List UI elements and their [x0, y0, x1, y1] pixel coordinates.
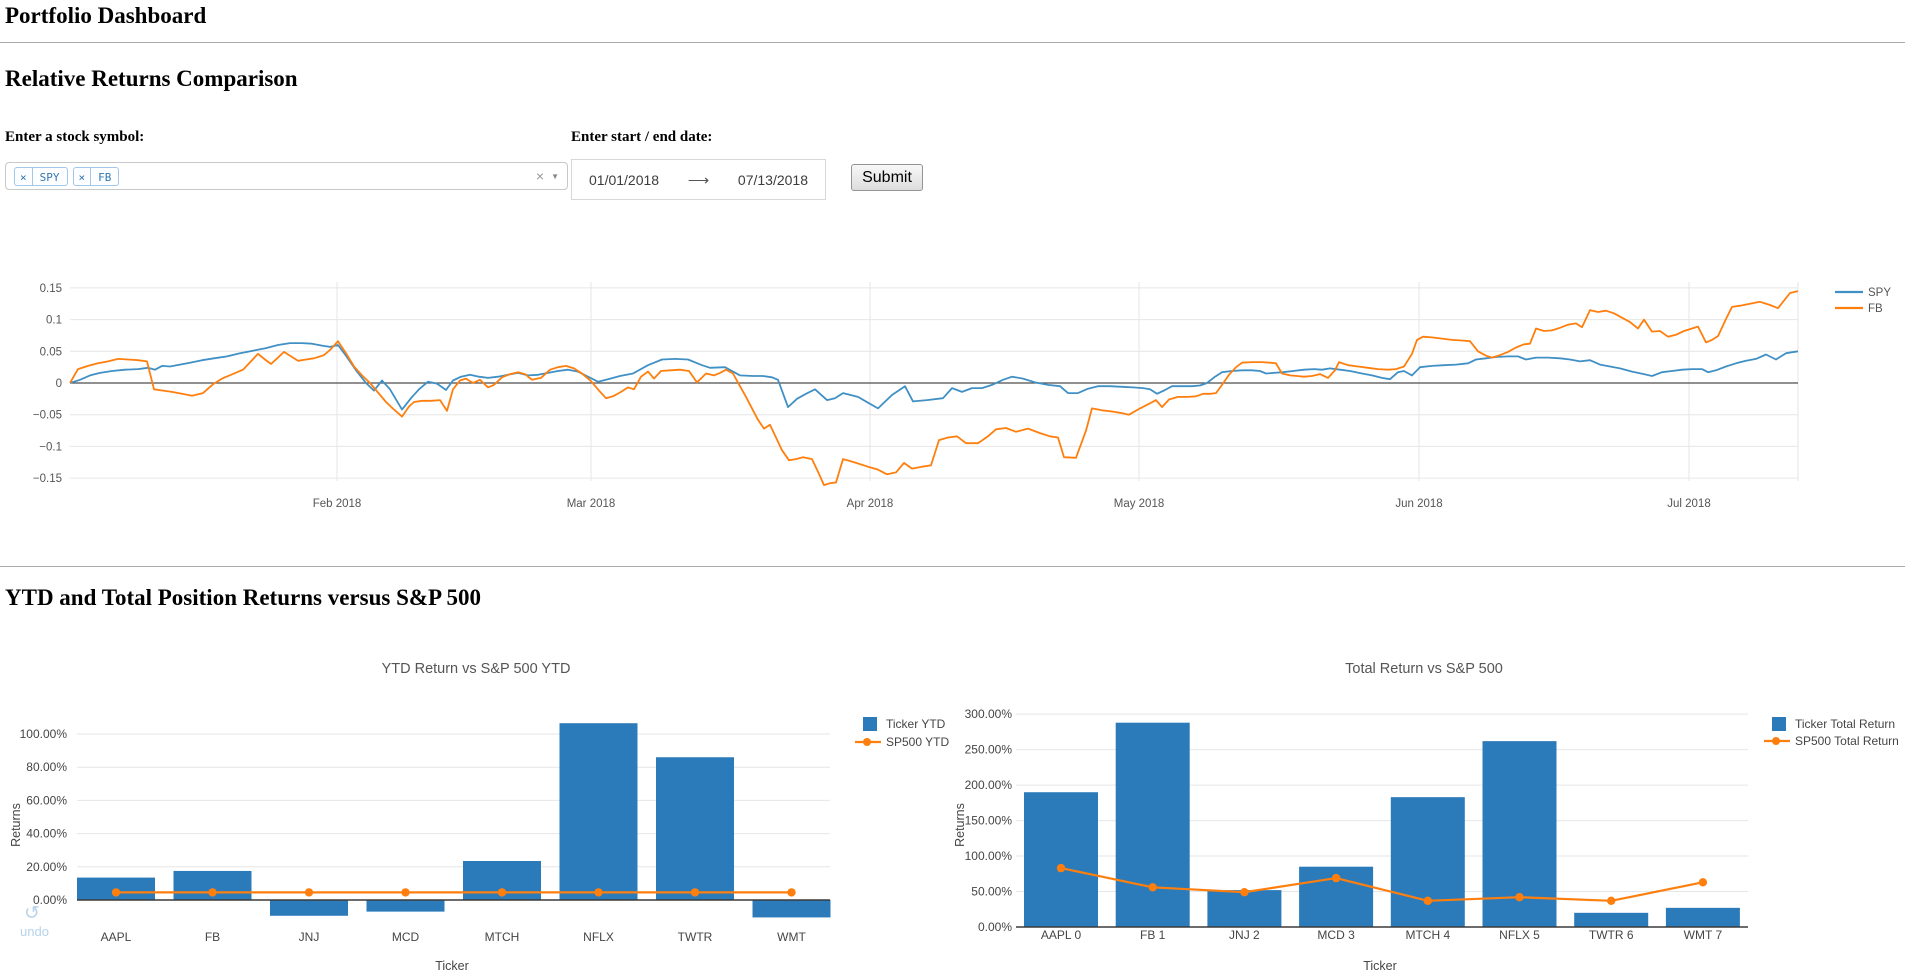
submit-button[interactable]: Submit [851, 164, 923, 191]
section-title-ytd-total: YTD and Total Position Returns versus S&… [5, 585, 482, 610]
svg-text:Returns: Returns [953, 803, 967, 847]
svg-text:Apr 2018: Apr 2018 [847, 498, 894, 510]
svg-text:−0.15: −0.15 [33, 473, 62, 485]
svg-text:AAPL 0: AAPL 0 [1041, 928, 1082, 942]
svg-text:Total Return vs S&P 500: Total Return vs S&P 500 [1345, 661, 1503, 677]
remove-tag-icon[interactable]: × [15, 167, 33, 185]
svg-text:SP500 YTD: SP500 YTD [886, 735, 949, 749]
svg-text:FB 1: FB 1 [1140, 928, 1166, 942]
svg-text:NFLX: NFLX [583, 930, 614, 944]
svg-text:MTCH: MTCH [485, 930, 520, 944]
svg-text:Ticker: Ticker [1363, 959, 1397, 973]
svg-text:−0.05: −0.05 [33, 410, 62, 422]
selected-symbol-tag[interactable]: × FB [72, 166, 120, 186]
date-range-arrow-icon: ⟶ [687, 171, 710, 189]
svg-text:May 2018: May 2018 [1114, 498, 1165, 510]
svg-text:0.1: 0.1 [46, 315, 62, 327]
svg-text:FB: FB [1868, 303, 1883, 315]
date-range-picker[interactable]: 01/01/2018 ⟶ 07/13/2018 [571, 159, 826, 200]
page-title: Portfolio Dashboard [5, 3, 207, 28]
section-divider [0, 566, 1905, 567]
svg-text:0: 0 [56, 378, 62, 390]
svg-text:Jul 2018: Jul 2018 [1667, 498, 1710, 510]
svg-text:JNJ: JNJ [299, 930, 320, 944]
svg-text:0.15: 0.15 [40, 283, 62, 295]
date-range-label: Enter start / end date: [571, 129, 713, 145]
svg-text:Mar 2018: Mar 2018 [567, 498, 616, 510]
symbol-tag-label: SPY [39, 170, 60, 184]
svg-text:FB: FB [205, 930, 220, 944]
svg-text:150.00%: 150.00% [965, 814, 1013, 828]
svg-text:Ticker Total Return: Ticker Total Return [1795, 717, 1895, 731]
svg-text:MCD 3: MCD 3 [1317, 928, 1355, 942]
svg-text:Ticker YTD: Ticker YTD [886, 717, 946, 731]
svg-text:Jun 2018: Jun 2018 [1395, 498, 1442, 510]
svg-text:100.00%: 100.00% [20, 727, 68, 741]
svg-text:Returns: Returns [9, 803, 23, 847]
total-return-bar-chart[interactable]: Total Return vs S&P 500 0.00% 50.00% 100.00… [950, 640, 1905, 975]
svg-text:NFLX 5: NFLX 5 [1499, 928, 1540, 942]
svg-text:0.00%: 0.00% [978, 920, 1012, 934]
svg-text:200.00%: 200.00% [965, 778, 1013, 792]
svg-text:80.00%: 80.00% [26, 760, 67, 774]
svg-text:0.00%: 0.00% [33, 893, 67, 907]
svg-text:Ticker: Ticker [435, 959, 469, 973]
svg-text:SPY: SPY [1868, 287, 1891, 299]
ytd-return-bar-chart[interactable]: YTD Return vs S&P 500 YTD 0.00% 20.00% 40.0… [0, 640, 950, 975]
undo-icon[interactable]: ↺ [24, 903, 40, 924]
end-date-value[interactable]: 07/13/2018 [737, 171, 808, 188]
stock-symbol-multiselect[interactable]: × SPY × FB × ▼ [5, 162, 568, 190]
svg-text:300.00%: 300.00% [965, 707, 1013, 721]
undo-control[interactable]: ↺ undo [20, 904, 49, 940]
svg-text:TWTR 6: TWTR 6 [1589, 928, 1634, 942]
svg-text:WMT: WMT [777, 930, 806, 944]
stock-symbol-label: Enter a stock symbol: [5, 129, 145, 145]
remove-tag-icon[interactable]: × [74, 167, 92, 185]
relative-returns-line-chart[interactable]: Feb 2018 Mar 2018 Apr 2018 May 2018 Jun 2018… [0, 230, 1905, 530]
svg-text:−0.1: −0.1 [39, 441, 62, 453]
svg-text:JNJ 2: JNJ 2 [1229, 928, 1260, 942]
symbol-tag-label: FB [98, 170, 112, 184]
header-divider [0, 42, 1905, 43]
svg-text:50.00%: 50.00% [971, 885, 1012, 899]
svg-text:TWTR: TWTR [678, 930, 713, 944]
section-title-relative-returns: Relative Returns Comparison [5, 66, 298, 91]
svg-text:MTCH 4: MTCH 4 [1405, 928, 1450, 942]
undo-label: undo [20, 924, 49, 939]
start-date-value[interactable]: 01/01/2018 [589, 171, 660, 188]
svg-text:YTD Return vs S&P 500 YTD: YTD Return vs S&P 500 YTD [382, 661, 571, 677]
svg-text:250.00%: 250.00% [965, 743, 1013, 757]
svg-text:20.00%: 20.00% [26, 860, 67, 874]
svg-text:WMT 7: WMT 7 [1684, 928, 1723, 942]
svg-text:100.00%: 100.00% [965, 849, 1013, 863]
svg-text:Feb 2018: Feb 2018 [313, 498, 362, 510]
svg-text:AAPL: AAPL [101, 930, 132, 944]
svg-text:40.00%: 40.00% [26, 827, 67, 841]
clear-selection-icon[interactable]: × [535, 168, 545, 184]
selected-symbol-tag[interactable]: × SPY [14, 166, 68, 186]
dropdown-caret-icon[interactable]: ▼ [551, 171, 559, 181]
svg-text:SP500 Total Return: SP500 Total Return [1795, 734, 1899, 748]
svg-text:MCD: MCD [392, 930, 420, 944]
svg-text:0.05: 0.05 [40, 346, 62, 358]
svg-text:60.00%: 60.00% [26, 793, 67, 807]
